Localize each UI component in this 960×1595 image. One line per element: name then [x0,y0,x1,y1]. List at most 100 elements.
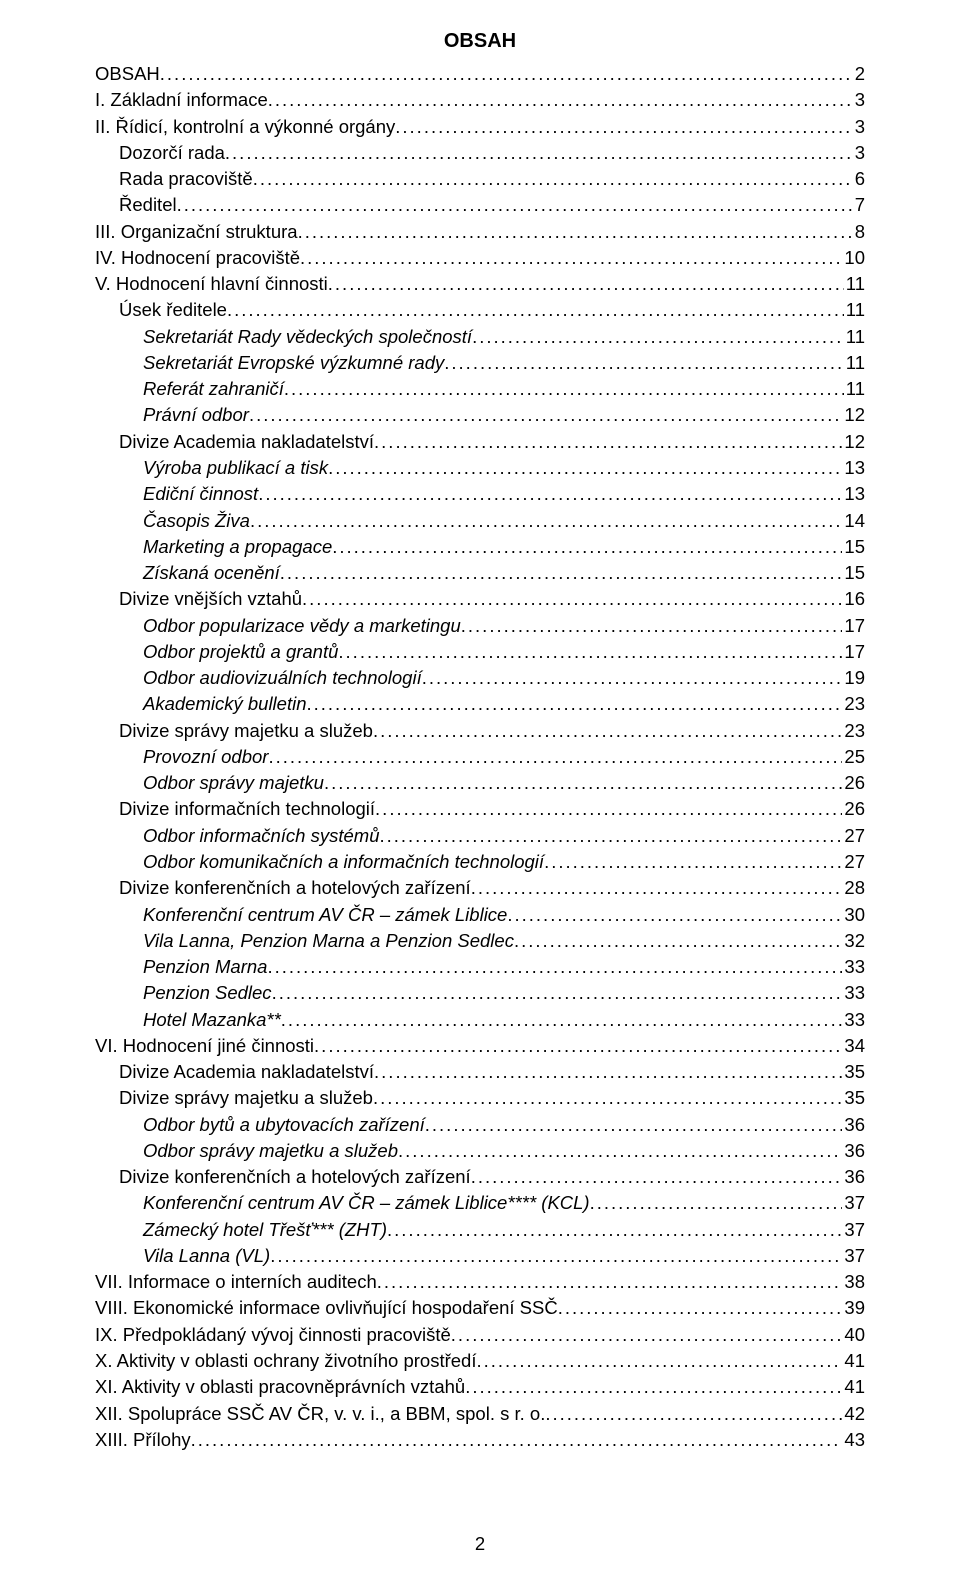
toc-entry-dots [377,1269,843,1295]
toc-entry-page: 16 [842,586,865,612]
toc-entry: OBSAH2 [95,61,865,87]
toc-entry-label: Úsek ředitele [119,297,227,323]
toc-entry-page: 26 [842,770,865,796]
toc-entry: Konferenční centrum AV ČR – zámek Liblic… [95,902,865,928]
toc-entry-page: 25 [842,744,865,770]
toc-entry-label: Právní odbor [143,402,249,428]
toc-entry-dots [332,534,842,560]
toc-entry: Odbor projektů a grantů17 [95,639,865,665]
toc-entry-page: 39 [842,1295,865,1321]
toc-entry-label: VI. Hodnocení jiné činnosti [95,1033,314,1059]
toc-entry-dots [545,1401,842,1427]
toc-entry-dots [225,140,853,166]
toc-entry-page: 34 [842,1033,865,1059]
toc-entry-page: 37 [842,1217,865,1243]
toc-entry-dots [590,1190,843,1216]
toc-entry-label: Získaná ocenění [143,560,280,586]
toc-entry-dots [267,954,842,980]
toc-entry-page: 8 [853,219,865,245]
toc-entry-page: 10 [842,245,865,271]
toc-entry-page: 33 [842,980,865,1006]
toc-entry: Získaná ocenění15 [95,560,865,586]
table-of-contents: OBSAH2I. Základní informace3II. Řídicí, … [95,61,865,1453]
toc-entry-page: 35 [842,1085,865,1111]
toc-entry-dots [281,1007,843,1033]
toc-entry: Odbor bytů a ubytovacích zařízení36 [95,1112,865,1138]
toc-entry-dots [444,350,844,376]
toc-entry-dots [284,376,844,402]
toc-entry-dots [451,1322,843,1348]
toc-entry-dots [328,455,842,481]
toc-entry: Dozorčí rada3 [95,140,865,166]
toc-entry-label: Sekretariát Rady vědeckých společností [143,324,472,350]
toc-entry-dots [422,665,843,691]
toc-entry-page: 43 [842,1427,865,1453]
toc-entry-page: 6 [853,166,865,192]
toc-entry-dots [324,770,842,796]
toc-entry-page: 41 [842,1374,865,1400]
toc-entry-dots [425,1112,843,1138]
toc-entry-label: I. Základní informace [95,87,268,113]
toc-entry: VI. Hodnocení jiné činnosti 34 [95,1033,865,1059]
toc-entry-label: Výroba publikací a tisk [143,455,328,481]
toc-entry-label: Odbor komunikačních a informačních techn… [143,849,544,875]
toc-entry-label: Marketing a propagace [143,534,332,560]
toc-entry-label: Vila Lanna (VL) [143,1243,270,1269]
toc-entry-label: Ediční činnost [143,481,258,507]
toc-entry-label: XII. Spolupráce SSČ AV ČR, v. v. i., a B… [95,1401,545,1427]
toc-entry-label: IV. Hodnocení pracoviště [95,245,300,271]
toc-entry-page: 27 [842,849,865,875]
toc-entry: Zámecký hotel Třešť*** (ZHT)37 [95,1217,865,1243]
toc-entry-label: II. Řídicí, kontrolní a výkonné orgány [95,114,395,140]
toc-entry: Právní odbor12 [95,402,865,428]
toc-entry: II. Řídicí, kontrolní a výkonné orgány3 [95,114,865,140]
toc-entry-page: 19 [842,665,865,691]
toc-entry: X. Aktivity v oblasti ochrany životního … [95,1348,865,1374]
toc-entry: VIII. Ekonomické informace ovlivňující h… [95,1295,865,1321]
toc-entry-dots [249,402,842,428]
toc-entry-dots [328,271,844,297]
toc-entry-page: 14 [842,508,865,534]
toc-entry: Divize vnějších vztahů 16 [95,586,865,612]
toc-entry-page: 17 [842,613,865,639]
toc-entry-label: Akademický bulletin [143,691,307,717]
toc-entry-page: 11 [844,376,865,402]
toc-entry-page: 32 [842,928,865,954]
toc-entry-label: V. Hodnocení hlavní činnosti [95,271,328,297]
toc-entry-dots [558,1295,843,1321]
toc-entry-dots [472,324,844,350]
toc-entry-dots [471,875,843,901]
toc-entry-label: Dozorčí rada [119,140,225,166]
toc-entry-dots [268,744,842,770]
toc-entry-label: Divize konferenčních a hotelových zaříze… [119,1164,471,1190]
toc-entry: Konferenční centrum AV ČR – zámek Liblic… [95,1190,865,1216]
toc-entry-page: 11 [844,297,865,323]
toc-entry-label: VII. Informace o interních auditech [95,1269,377,1295]
toc-entry-dots [191,1427,843,1453]
toc-entry-page: 2 [853,61,865,87]
toc-entry-label: Divize Academia nakladatelství [119,1059,374,1085]
toc-entry: Divize konferenčních a hotelových zaříze… [95,875,865,901]
toc-entry-dots [375,796,842,822]
toc-entry: I. Základní informace 3 [95,87,865,113]
toc-entry: XI. Aktivity v oblasti pracovněprávních … [95,1374,865,1400]
toc-entry-dots [398,1138,842,1164]
toc-entry-label: VIII. Ekonomické informace ovlivňující h… [95,1295,558,1321]
toc-entry-page: 7 [853,192,865,218]
toc-entry-label: Odbor informačních systémů [143,823,379,849]
toc-entry-dots [307,691,843,717]
toc-entry-dots [250,508,842,534]
toc-entry-page: 13 [842,455,865,481]
toc-entry: V. Hodnocení hlavní činnosti11 [95,271,865,297]
toc-entry-dots [514,928,842,954]
toc-entry-label: XI. Aktivity v oblasti pracovněprávních … [95,1374,465,1400]
toc-entry-page: 3 [853,87,865,113]
toc-entry: Provozní odbor25 [95,744,865,770]
toc-entry-dots [268,87,853,113]
toc-entry-dots [465,1374,842,1400]
toc-entry-label: Divize vnějších vztahů [119,586,302,612]
toc-entry: Ředitel7 [95,192,865,218]
toc-entry: Divize Academia nakladatelství12 [95,429,865,455]
toc-entry: XII. Spolupráce SSČ AV ČR, v. v. i., a B… [95,1401,865,1427]
toc-entry: Divize informačních technologií26 [95,796,865,822]
